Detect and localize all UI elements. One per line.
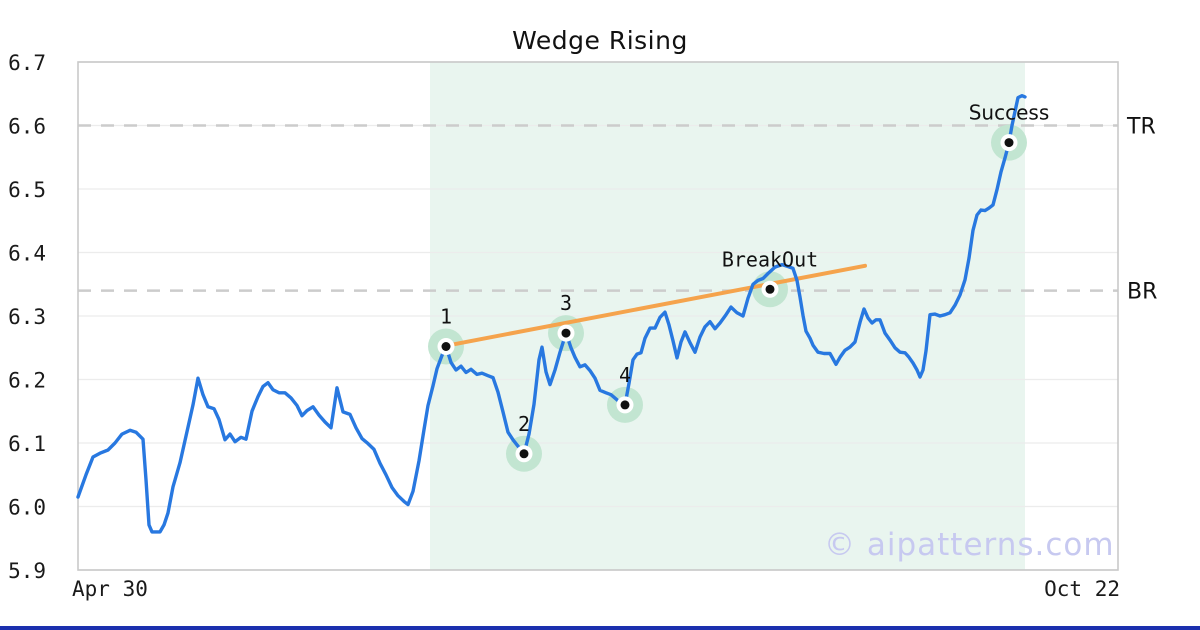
y-tick-label: 6.3 <box>8 305 46 329</box>
y-tick-label: 5.9 <box>8 559 46 583</box>
watermark: © aipatterns.com <box>824 527 1115 563</box>
y-tick-label: 6.1 <box>8 432 46 456</box>
marker-label-3: 3 <box>560 291 572 315</box>
y-tick-label: 6.7 <box>8 51 46 75</box>
level-label-br: BR <box>1127 280 1157 305</box>
price-line <box>76 94 1027 534</box>
chart-title: Wedge Rising <box>512 26 688 55</box>
bottom-accent-bar <box>0 626 1200 630</box>
marker-label-1: 1 <box>440 305 452 329</box>
y-tick-label: 6.2 <box>8 369 46 393</box>
marker-dot-3 <box>561 328 571 338</box>
x-tick-label-start: Apr 30 <box>72 577 148 601</box>
marker-dot-2 <box>519 449 529 459</box>
marker-dot-4 <box>620 400 630 410</box>
marker-label-4: 4 <box>619 363 631 387</box>
marker-dot-success <box>1004 138 1014 148</box>
y-tick-label: 6.6 <box>8 115 46 139</box>
y-tick-label: 6.4 <box>8 242 46 266</box>
marker-label-breakout: BreakOut <box>722 247 818 271</box>
marker-label-2: 2 <box>518 412 530 436</box>
x-tick-label-end: Oct 22 <box>1044 577 1120 601</box>
plot-frame <box>77 61 1119 571</box>
marker-dot-breakout <box>765 284 775 294</box>
level-label-tr: TR <box>1126 115 1156 140</box>
marker-dot-1 <box>441 342 451 351</box>
marker-label-success: Success <box>969 101 1050 125</box>
y-tick-label: 6.0 <box>8 496 46 520</box>
y-tick-label: 6.5 <box>8 178 46 202</box>
